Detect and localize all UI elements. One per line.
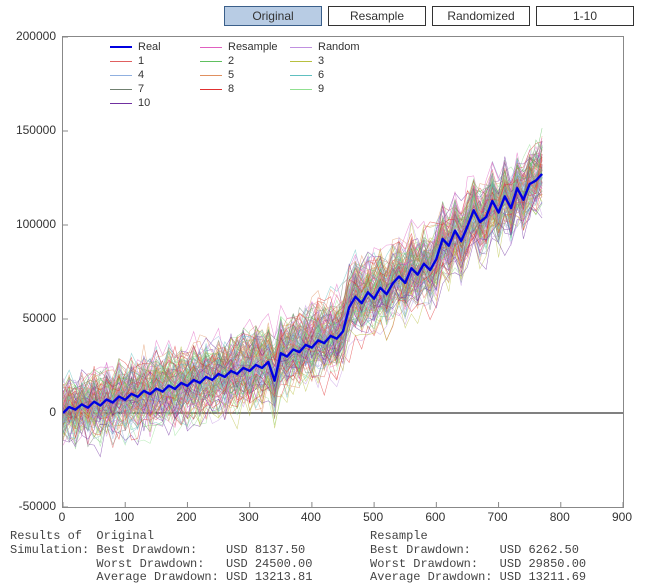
mode-buttons: Original Resample Randomized 1-10 <box>224 6 634 26</box>
legend-label: 10 <box>138 97 150 109</box>
legend-item: Random <box>290 40 380 54</box>
legend-item: Resample <box>200 40 290 54</box>
legend-swatch <box>290 75 312 76</box>
legend-swatch <box>290 61 312 62</box>
legend-label: 8 <box>228 83 234 95</box>
y-tick-label: 50000 <box>0 311 56 325</box>
legend-swatch <box>110 46 132 48</box>
x-tick-label: 600 <box>423 510 447 524</box>
legend-label: 3 <box>318 55 324 67</box>
legend-item: 5 <box>200 68 290 82</box>
legend-swatch <box>200 61 222 62</box>
legend-swatch <box>110 61 132 62</box>
simulation-results: Results of Original Resample Simulation:… <box>10 530 586 585</box>
legend-label: 4 <box>138 69 144 81</box>
app-frame: Original Resample Randomized 1-10 -50000… <box>0 0 646 580</box>
y-tick-label: -50000 <box>0 499 56 513</box>
range-button[interactable]: 1-10 <box>536 6 634 26</box>
legend-swatch <box>200 89 222 90</box>
x-tick-label: 100 <box>112 510 136 524</box>
legend-swatch <box>290 89 312 90</box>
legend-swatch <box>110 75 132 76</box>
legend-item: 10 <box>110 96 200 110</box>
x-tick-label: 700 <box>486 510 510 524</box>
y-tick-label: 150000 <box>0 123 56 137</box>
legend-item: 9 <box>290 82 380 96</box>
legend-label: 6 <box>318 69 324 81</box>
legend-item: 2 <box>200 54 290 68</box>
original-button[interactable]: Original <box>224 6 322 26</box>
x-tick-label: 500 <box>361 510 385 524</box>
legend-swatch <box>110 103 132 104</box>
x-tick-label: 800 <box>548 510 572 524</box>
chart-legend: Real Resample Random 1 2 3 4 5 6 7 8 9 10 <box>110 40 380 110</box>
resample-button[interactable]: Resample <box>328 6 426 26</box>
legend-item: 7 <box>110 82 200 96</box>
randomized-button[interactable]: Randomized <box>432 6 530 26</box>
x-tick-label: 0 <box>50 510 74 524</box>
y-tick-label: 100000 <box>0 217 56 231</box>
legend-label: 1 <box>138 55 144 67</box>
legend-label: Resample <box>228 41 278 53</box>
x-tick-label: 200 <box>174 510 198 524</box>
legend-label: 2 <box>228 55 234 67</box>
x-tick-label: 300 <box>237 510 261 524</box>
legend-swatch <box>200 75 222 76</box>
legend-swatch <box>110 89 132 90</box>
legend-swatch <box>200 47 222 48</box>
legend-swatch <box>290 47 312 48</box>
legend-label: Real <box>138 41 161 53</box>
legend-label: Random <box>318 41 360 53</box>
legend-label: 7 <box>138 83 144 95</box>
x-tick-label: 400 <box>299 510 323 524</box>
y-tick-label: 0 <box>0 405 56 419</box>
legend-item: 3 <box>290 54 380 68</box>
legend-label: 9 <box>318 83 324 95</box>
legend-item: Real <box>110 40 200 54</box>
legend-item: 4 <box>110 68 200 82</box>
legend-item: 1 <box>110 54 200 68</box>
legend-label: 5 <box>228 69 234 81</box>
x-tick-label: 900 <box>610 510 634 524</box>
legend-item: 8 <box>200 82 290 96</box>
y-tick-label: 200000 <box>0 29 56 43</box>
legend-item: 6 <box>290 68 380 82</box>
